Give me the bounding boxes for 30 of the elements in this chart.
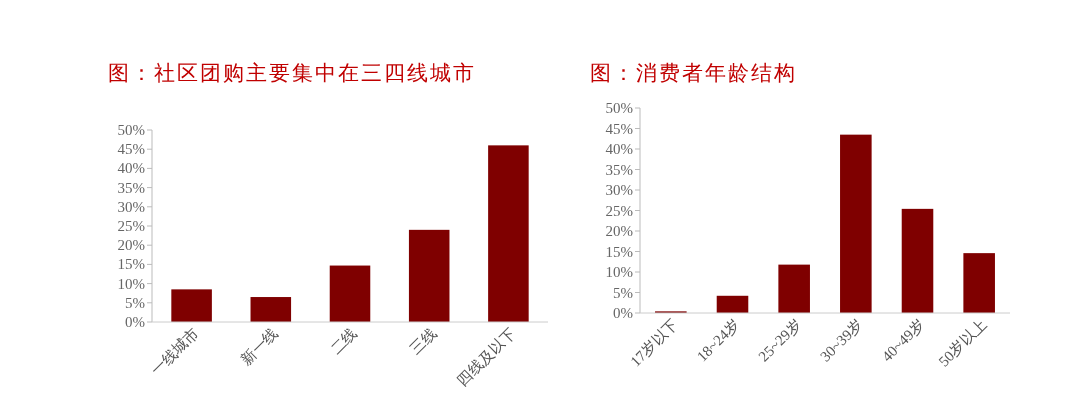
y-tick-label: 5% bbox=[125, 294, 145, 311]
y-tick-label: 15% bbox=[605, 243, 633, 260]
y-tick-label: 45% bbox=[605, 120, 633, 137]
y-tick-label: 0% bbox=[613, 305, 633, 321]
y-tick-label: 35% bbox=[117, 179, 145, 196]
y-tick-label: 20% bbox=[117, 237, 145, 254]
y-tick-label: 10% bbox=[605, 264, 633, 280]
y-tick-label: 15% bbox=[117, 256, 145, 273]
y-tick-label: 45% bbox=[117, 141, 145, 158]
x-tick-label: 二线 bbox=[327, 324, 361, 358]
y-tick-label: 40% bbox=[605, 141, 633, 157]
x-tick-label: 四线及以下 bbox=[454, 324, 519, 390]
y-tick-label: 50% bbox=[117, 122, 145, 138]
y-tick-label: 40% bbox=[117, 160, 145, 177]
y-tick-label: 30% bbox=[605, 182, 633, 198]
x-tick-label: 新一线 bbox=[237, 324, 281, 368]
y-tick-label: 0% bbox=[125, 314, 145, 330]
y-tick-label: 25% bbox=[605, 202, 633, 219]
chart-title: 图：消费者年龄结构 bbox=[590, 61, 797, 85]
x-tick-label: 50岁以上 bbox=[935, 315, 990, 370]
y-tick-label: 20% bbox=[605, 223, 633, 239]
chart-title: 图：社区团购主要集中在三四线城市 bbox=[108, 61, 476, 85]
y-tick-label: 5% bbox=[613, 284, 633, 301]
y-tick-label: 35% bbox=[605, 161, 633, 178]
x-tick-label: 一线城市 bbox=[147, 324, 202, 379]
y-tick-label: 30% bbox=[117, 198, 145, 215]
y-tick-label: 50% bbox=[605, 100, 633, 116]
y-tick-label: 25% bbox=[117, 218, 145, 234]
x-tick-label: 三线 bbox=[406, 324, 440, 358]
y-tick-label: 10% bbox=[117, 275, 145, 292]
